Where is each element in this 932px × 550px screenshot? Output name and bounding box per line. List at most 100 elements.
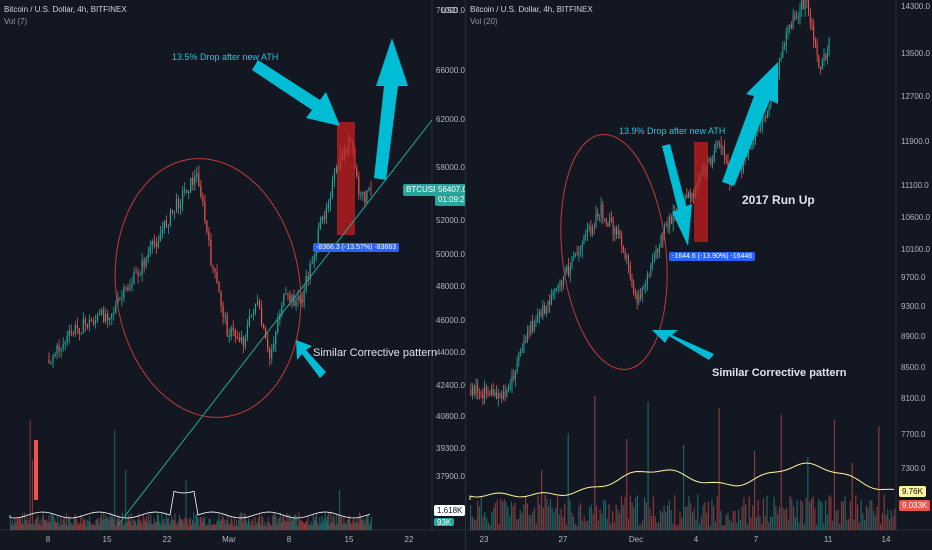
left-candle: [145, 257, 147, 267]
right-volume-bar: [638, 525, 640, 530]
left-up-arrow: [374, 38, 408, 180]
right-x-tick-label: 27: [559, 535, 568, 544]
left-volume-bar: [79, 522, 81, 530]
right-candle: [624, 251, 626, 259]
left-volume-bar: [102, 519, 104, 530]
right-volume-bar: [663, 505, 665, 530]
left-volume-bar: [220, 519, 222, 530]
chart-pane-right[interactable]: 14300.0 13500.0 12700.0 11900.0 11100.0 10600…: [466, 0, 932, 550]
left-volume-bar: [114, 430, 116, 530]
left-volume-bar: [290, 521, 292, 530]
left-volume-bar: [219, 520, 221, 530]
left-candle: [297, 295, 299, 300]
left-volume-bar: [129, 521, 131, 530]
left-volume-bar: [265, 525, 267, 530]
right-candle: [645, 284, 647, 287]
left-volume-bar: [250, 524, 252, 530]
left-volume-bar: [284, 520, 286, 530]
right-volume-bar: [800, 500, 802, 530]
left-volume-bar: [238, 519, 240, 530]
right-drop-arrow: [662, 144, 692, 246]
left-candle: [236, 336, 238, 339]
right-candle: [600, 204, 602, 216]
right-candle: [537, 316, 539, 323]
left-volume-bar: [341, 515, 343, 530]
right-candle: [785, 31, 787, 46]
right-volume-bar: [674, 495, 676, 530]
left-candle: [52, 356, 54, 362]
left-candle: [194, 176, 196, 185]
left-x-tick-label: 22: [405, 535, 414, 544]
left-candle: [88, 319, 91, 328]
right-candle: [478, 392, 480, 394]
left-volume-bar: [154, 522, 156, 530]
right-candle: [652, 260, 654, 264]
right-candle: [818, 55, 820, 68]
right-candle: [708, 158, 710, 163]
right-volume-bar: [514, 502, 516, 530]
left-volume-bar: [24, 512, 26, 530]
right-y-tick-label: 8100.0: [901, 394, 926, 403]
right-candle: [629, 265, 631, 279]
left-volume-bar: [231, 520, 233, 530]
right-candle: [828, 38, 830, 53]
left-volume-bar: [313, 520, 315, 530]
right-y-tick-label: 10600.0: [901, 213, 930, 222]
right-volume-bar: [761, 523, 763, 530]
right-candle: [477, 385, 479, 393]
left-volume-bar: [84, 519, 86, 530]
right-volume-bar: [665, 511, 667, 530]
left-volume-bar: [104, 519, 106, 530]
right-candle: [532, 321, 534, 331]
right-candle: [470, 390, 472, 396]
left-volume-bar: [120, 521, 122, 530]
left-volume-bar: [18, 516, 20, 530]
left-volume-bar: [193, 512, 195, 530]
right-volume-bar: [890, 510, 892, 530]
left-candle: [256, 301, 259, 304]
left-volume-bar: [200, 517, 202, 530]
left-candle: [299, 295, 301, 300]
left-volume-bar: [166, 518, 168, 530]
right-volume-bar: [667, 505, 669, 530]
left-candle: [319, 221, 321, 230]
left-volume-bar: [47, 522, 49, 530]
left-chart-canvas[interactable]: 70000.066000.062000.058000.054000.052000…: [0, 0, 466, 550]
left-candle: [252, 313, 255, 315]
chart-pane-left[interactable]: 70000.066000.062000.058000.054000.052000…: [0, 0, 466, 550]
left-volume-bar: [256, 522, 258, 530]
left-volume-bar: [329, 524, 331, 530]
right-volume-bar: [523, 504, 525, 530]
right-candle: [622, 245, 624, 252]
left-volume-bar: [210, 524, 212, 530]
left-volume-bar: [160, 524, 162, 530]
right-pattern-arrow: [652, 330, 714, 360]
right-chart-canvas[interactable]: 14300.0 13500.0 12700.0 11900.0 11100.0 10600…: [466, 0, 932, 550]
left-drop-arrow: [252, 60, 340, 126]
left-candle: [248, 316, 250, 326]
left-y-tick-label: 46000.0: [436, 316, 465, 325]
right-volume-bar: [734, 510, 736, 530]
right-volume-bar: [645, 502, 647, 530]
right-volume-bar: [798, 522, 800, 530]
left-volume-bar: [307, 516, 309, 530]
right-candle: [530, 321, 532, 333]
left-candle: [238, 338, 240, 342]
right-volume-bar: [517, 519, 520, 530]
right-volume-bar: [702, 505, 704, 530]
left-y-tick-label: 58000.0: [436, 163, 465, 172]
right-volume-bar: [558, 514, 560, 530]
right-x-tick-label: Dec: [629, 535, 643, 544]
left-volume-bar: [324, 513, 326, 530]
left-volume-bar: [280, 522, 282, 530]
left-candle: [147, 253, 149, 258]
right-pattern-circle: [560, 134, 668, 370]
left-volume-bar: [15, 522, 17, 530]
left-volume-bar: [44, 519, 46, 530]
left-volume-bar: [347, 518, 349, 530]
left-candle: [62, 343, 64, 349]
right-candle: [576, 253, 578, 255]
left-volume-bar: [83, 520, 85, 530]
left-volume-bar: [325, 520, 327, 530]
right-volume-bar: [537, 495, 539, 530]
